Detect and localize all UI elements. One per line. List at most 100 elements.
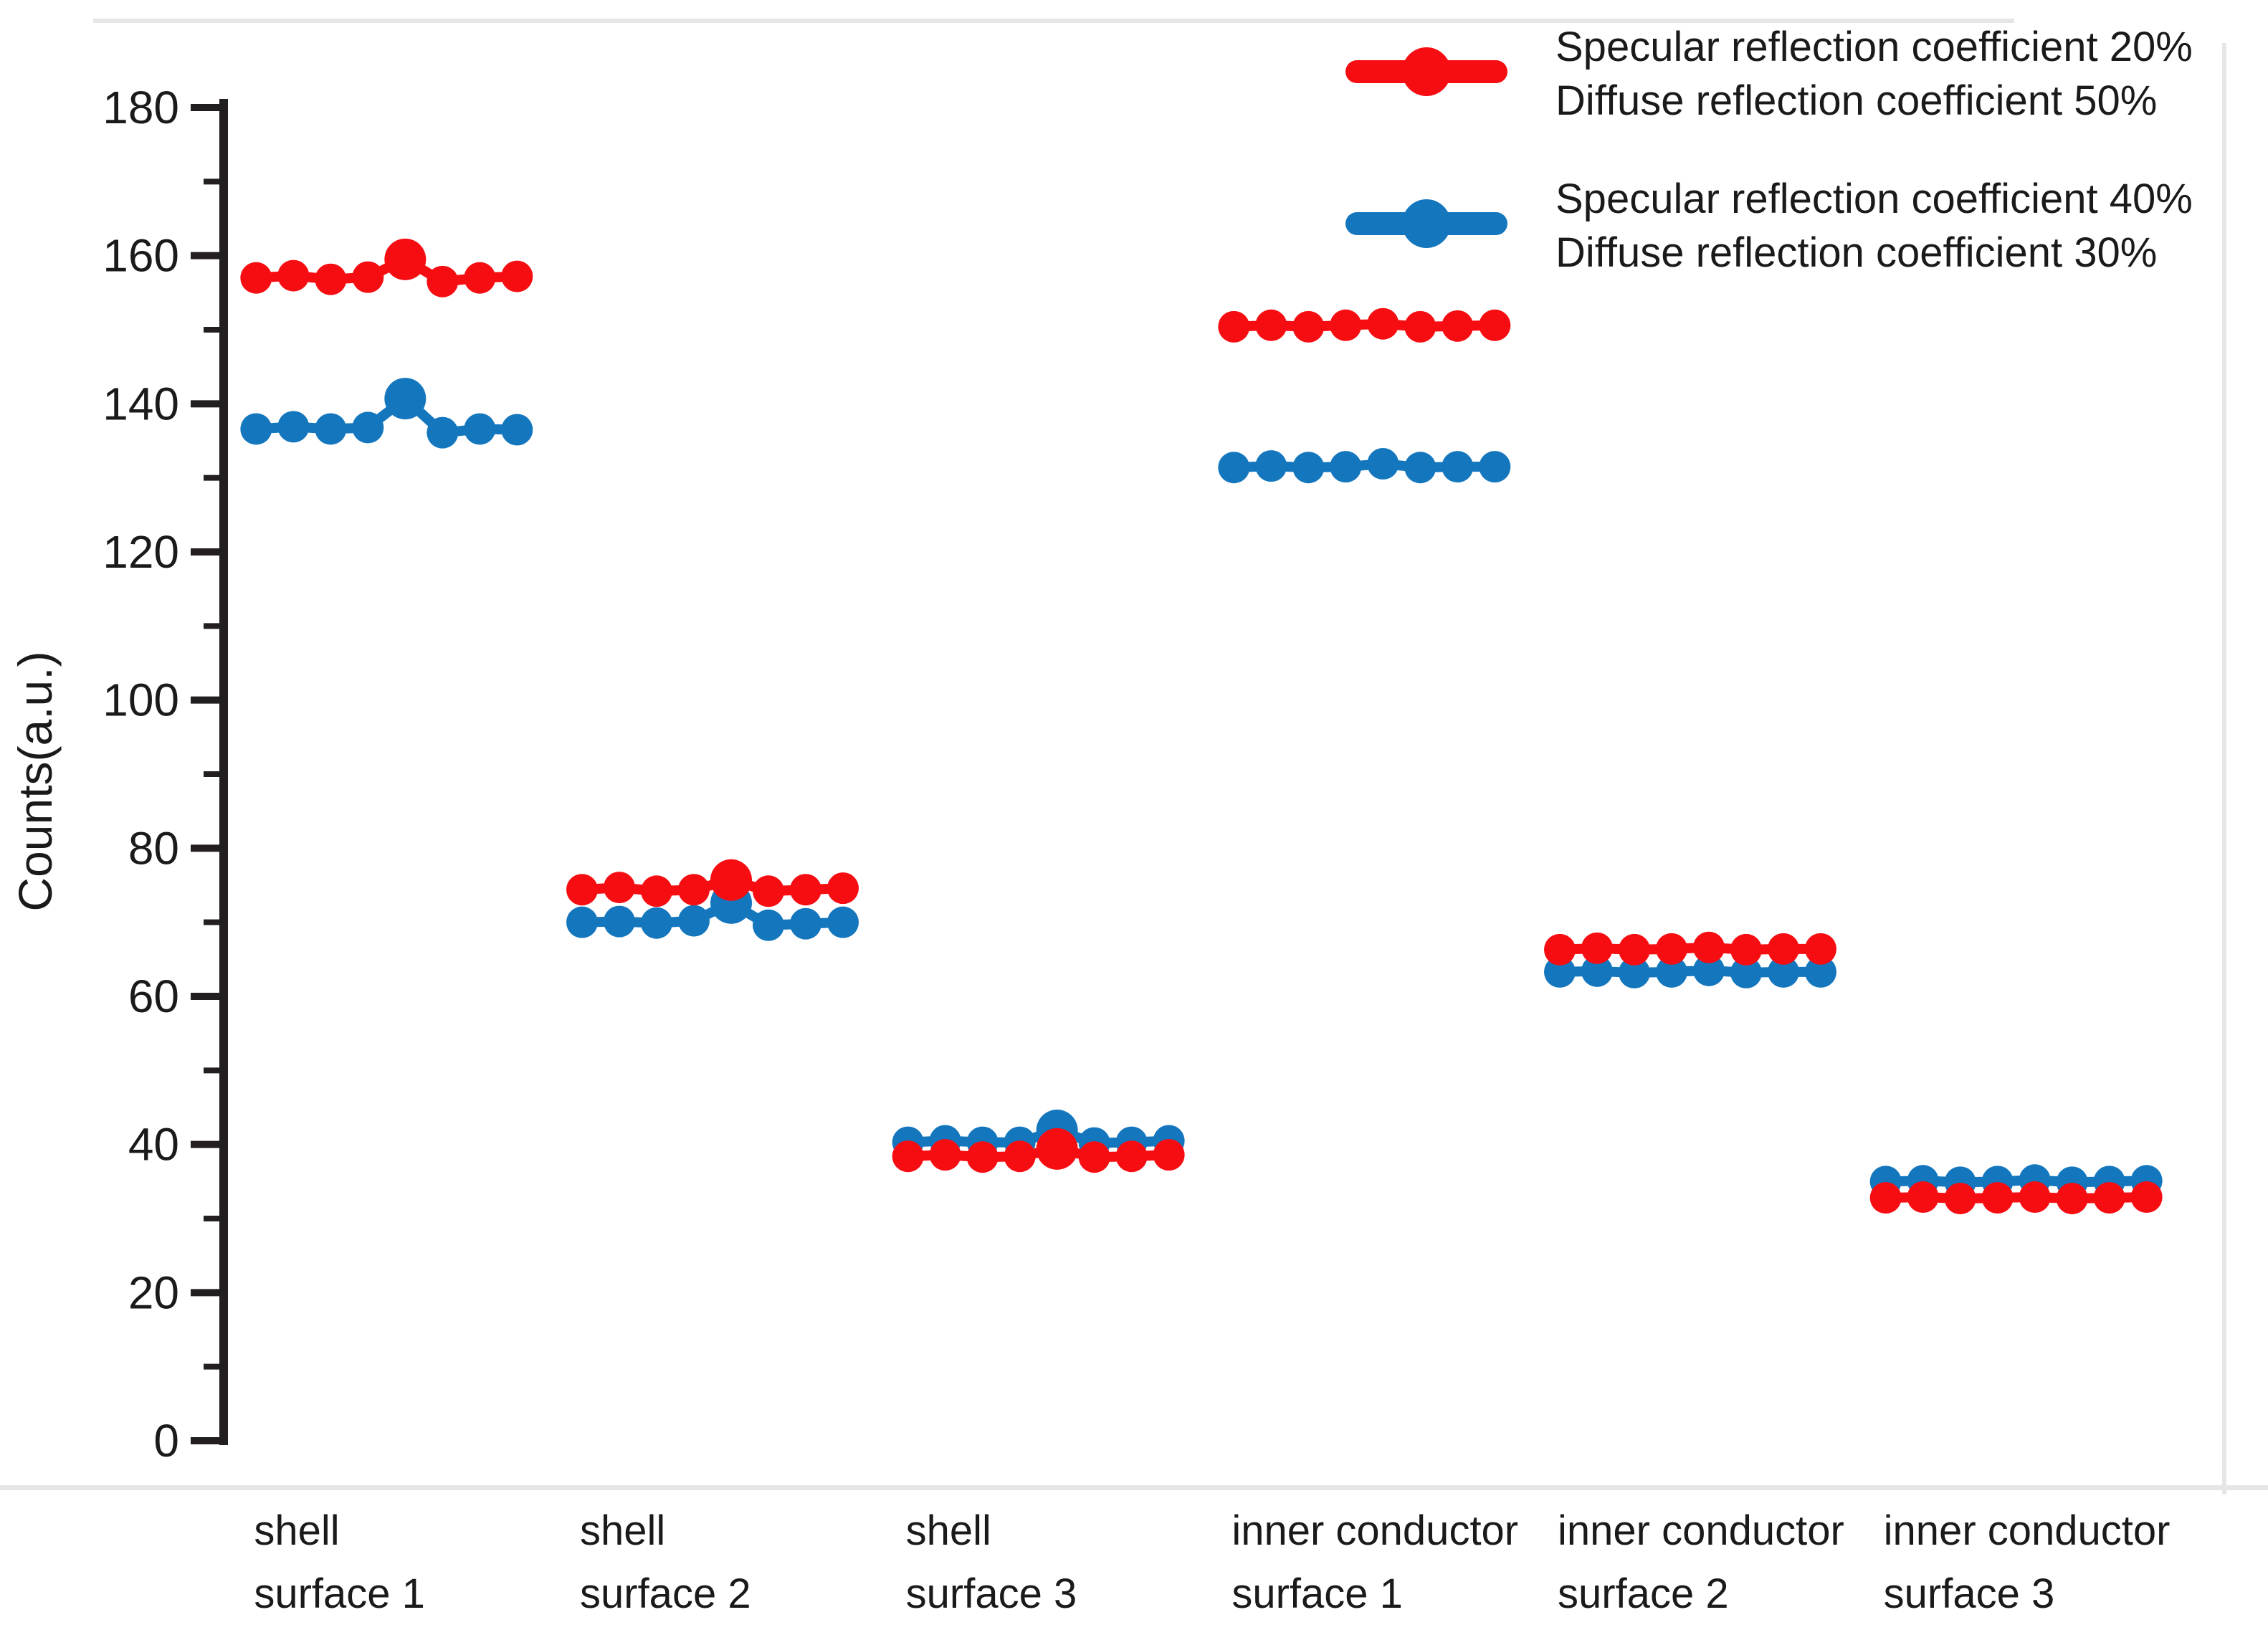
data-point [966,1141,999,1173]
data-point [1078,1141,1110,1173]
legend-marker-dot [1402,199,1451,248]
data-point [1656,955,1687,988]
data-point [352,261,384,293]
data-point [1292,452,1325,484]
x-category-label-line2: surface 1 [254,1570,425,1617]
data-point [1981,1182,2014,1214]
data-point [892,1140,924,1173]
y-axis-tick-label: 60 [128,971,179,1022]
y-axis-tick-label: 160 [103,230,179,282]
legend-label-line1: Specular reflection coefficient 40% [1555,176,2193,222]
divider-line-right [2222,43,2226,1495]
legend-label-line2: Diffuse reflection coefficient 30% [1555,229,2157,276]
x-category-label-line1: shell [906,1507,991,1554]
data-point [315,263,347,295]
data-point [2130,1181,2163,1214]
data-point [929,1139,961,1171]
data-point [1218,452,1250,484]
data-point [1619,956,1650,988]
data-point [1730,933,1762,966]
divider-line-top [93,19,2014,23]
y-axis-tick-label: 100 [103,675,179,726]
data-point [277,259,310,292]
data-point [790,907,821,940]
data-point [1656,933,1687,965]
data-point [1404,452,1436,484]
data-point [1581,932,1613,964]
y-axis-tick-label: 0 [153,1415,179,1467]
data-point [352,411,384,444]
data-point [240,262,272,294]
x-category-label-line2: surface 2 [1558,1570,1729,1617]
data-point [240,413,272,445]
data-point [464,262,496,294]
y-axis-tick-label: 180 [103,82,179,133]
data-point [1768,955,1799,988]
data-point [1544,955,1576,988]
x-category-label-line2: surface 3 [906,1570,1077,1617]
data-point [566,906,598,938]
data-point [710,859,752,901]
data-point [1479,451,1511,483]
series-red [240,238,2163,1215]
data-point [1805,933,1836,965]
legend-label-line1: Specular reflection coefficient 20% [1555,24,2193,70]
data-point [277,411,310,443]
x-category-label-line1: inner conductor [1231,1507,1518,1554]
x-category-label-line2: surface 3 [1884,1570,2055,1617]
data-point [1768,933,1799,965]
data-point [604,905,635,938]
data-point [427,265,459,297]
data-point [1693,954,1725,986]
y-axis-tick-label: 120 [103,526,179,578]
data-point [1115,1140,1148,1173]
y-axis-title: Counts(a.u.) [9,651,62,911]
data-point [2019,1181,2051,1214]
data-point [678,905,710,937]
data-point [1404,310,1436,343]
data-point [641,875,672,907]
data-point [566,874,598,906]
data-point [827,872,859,905]
data-point [2056,1183,2088,1215]
divider-line-bottom [0,1485,2268,1490]
data-point [1036,1128,1078,1170]
data-point [384,378,427,420]
data-point [1218,310,1250,343]
data-point [1153,1139,1185,1171]
legend-item: Specular reflection coefficient 40% Diffu… [1345,176,2193,276]
data-point [1330,451,1362,483]
data-point [1944,1183,1976,1215]
y-axis-tick-label: 80 [128,822,179,874]
data-point [1367,308,1399,340]
series-blue [240,378,2163,1198]
data-point [1442,451,1474,483]
data-point [1619,933,1650,966]
data-point [678,874,710,906]
x-category-label-line2: surface 2 [580,1570,751,1617]
data-point [315,413,347,445]
data-point [753,909,784,941]
x-category-label-line1: shell [580,1507,665,1554]
data-point [753,875,784,907]
data-point [1805,955,1836,988]
data-point [1255,309,1287,341]
x-category-label-line2: surface 1 [1231,1570,1403,1617]
y-axis-tick-label: 20 [128,1267,179,1318]
data-point [641,907,672,939]
data-point [1442,310,1474,342]
y-axis-tick-label: 40 [128,1119,179,1171]
data-point [604,872,635,904]
data-point [1730,956,1762,988]
data-point [1479,309,1511,341]
data-point [1693,931,1725,963]
x-category-label-line1: inner conductor [1558,1507,1844,1554]
data-point [1581,955,1613,987]
data-point [427,416,459,449]
data-point [1869,1182,1902,1214]
data-point [384,238,427,280]
data-point [1544,933,1576,966]
data-point [2093,1182,2125,1214]
